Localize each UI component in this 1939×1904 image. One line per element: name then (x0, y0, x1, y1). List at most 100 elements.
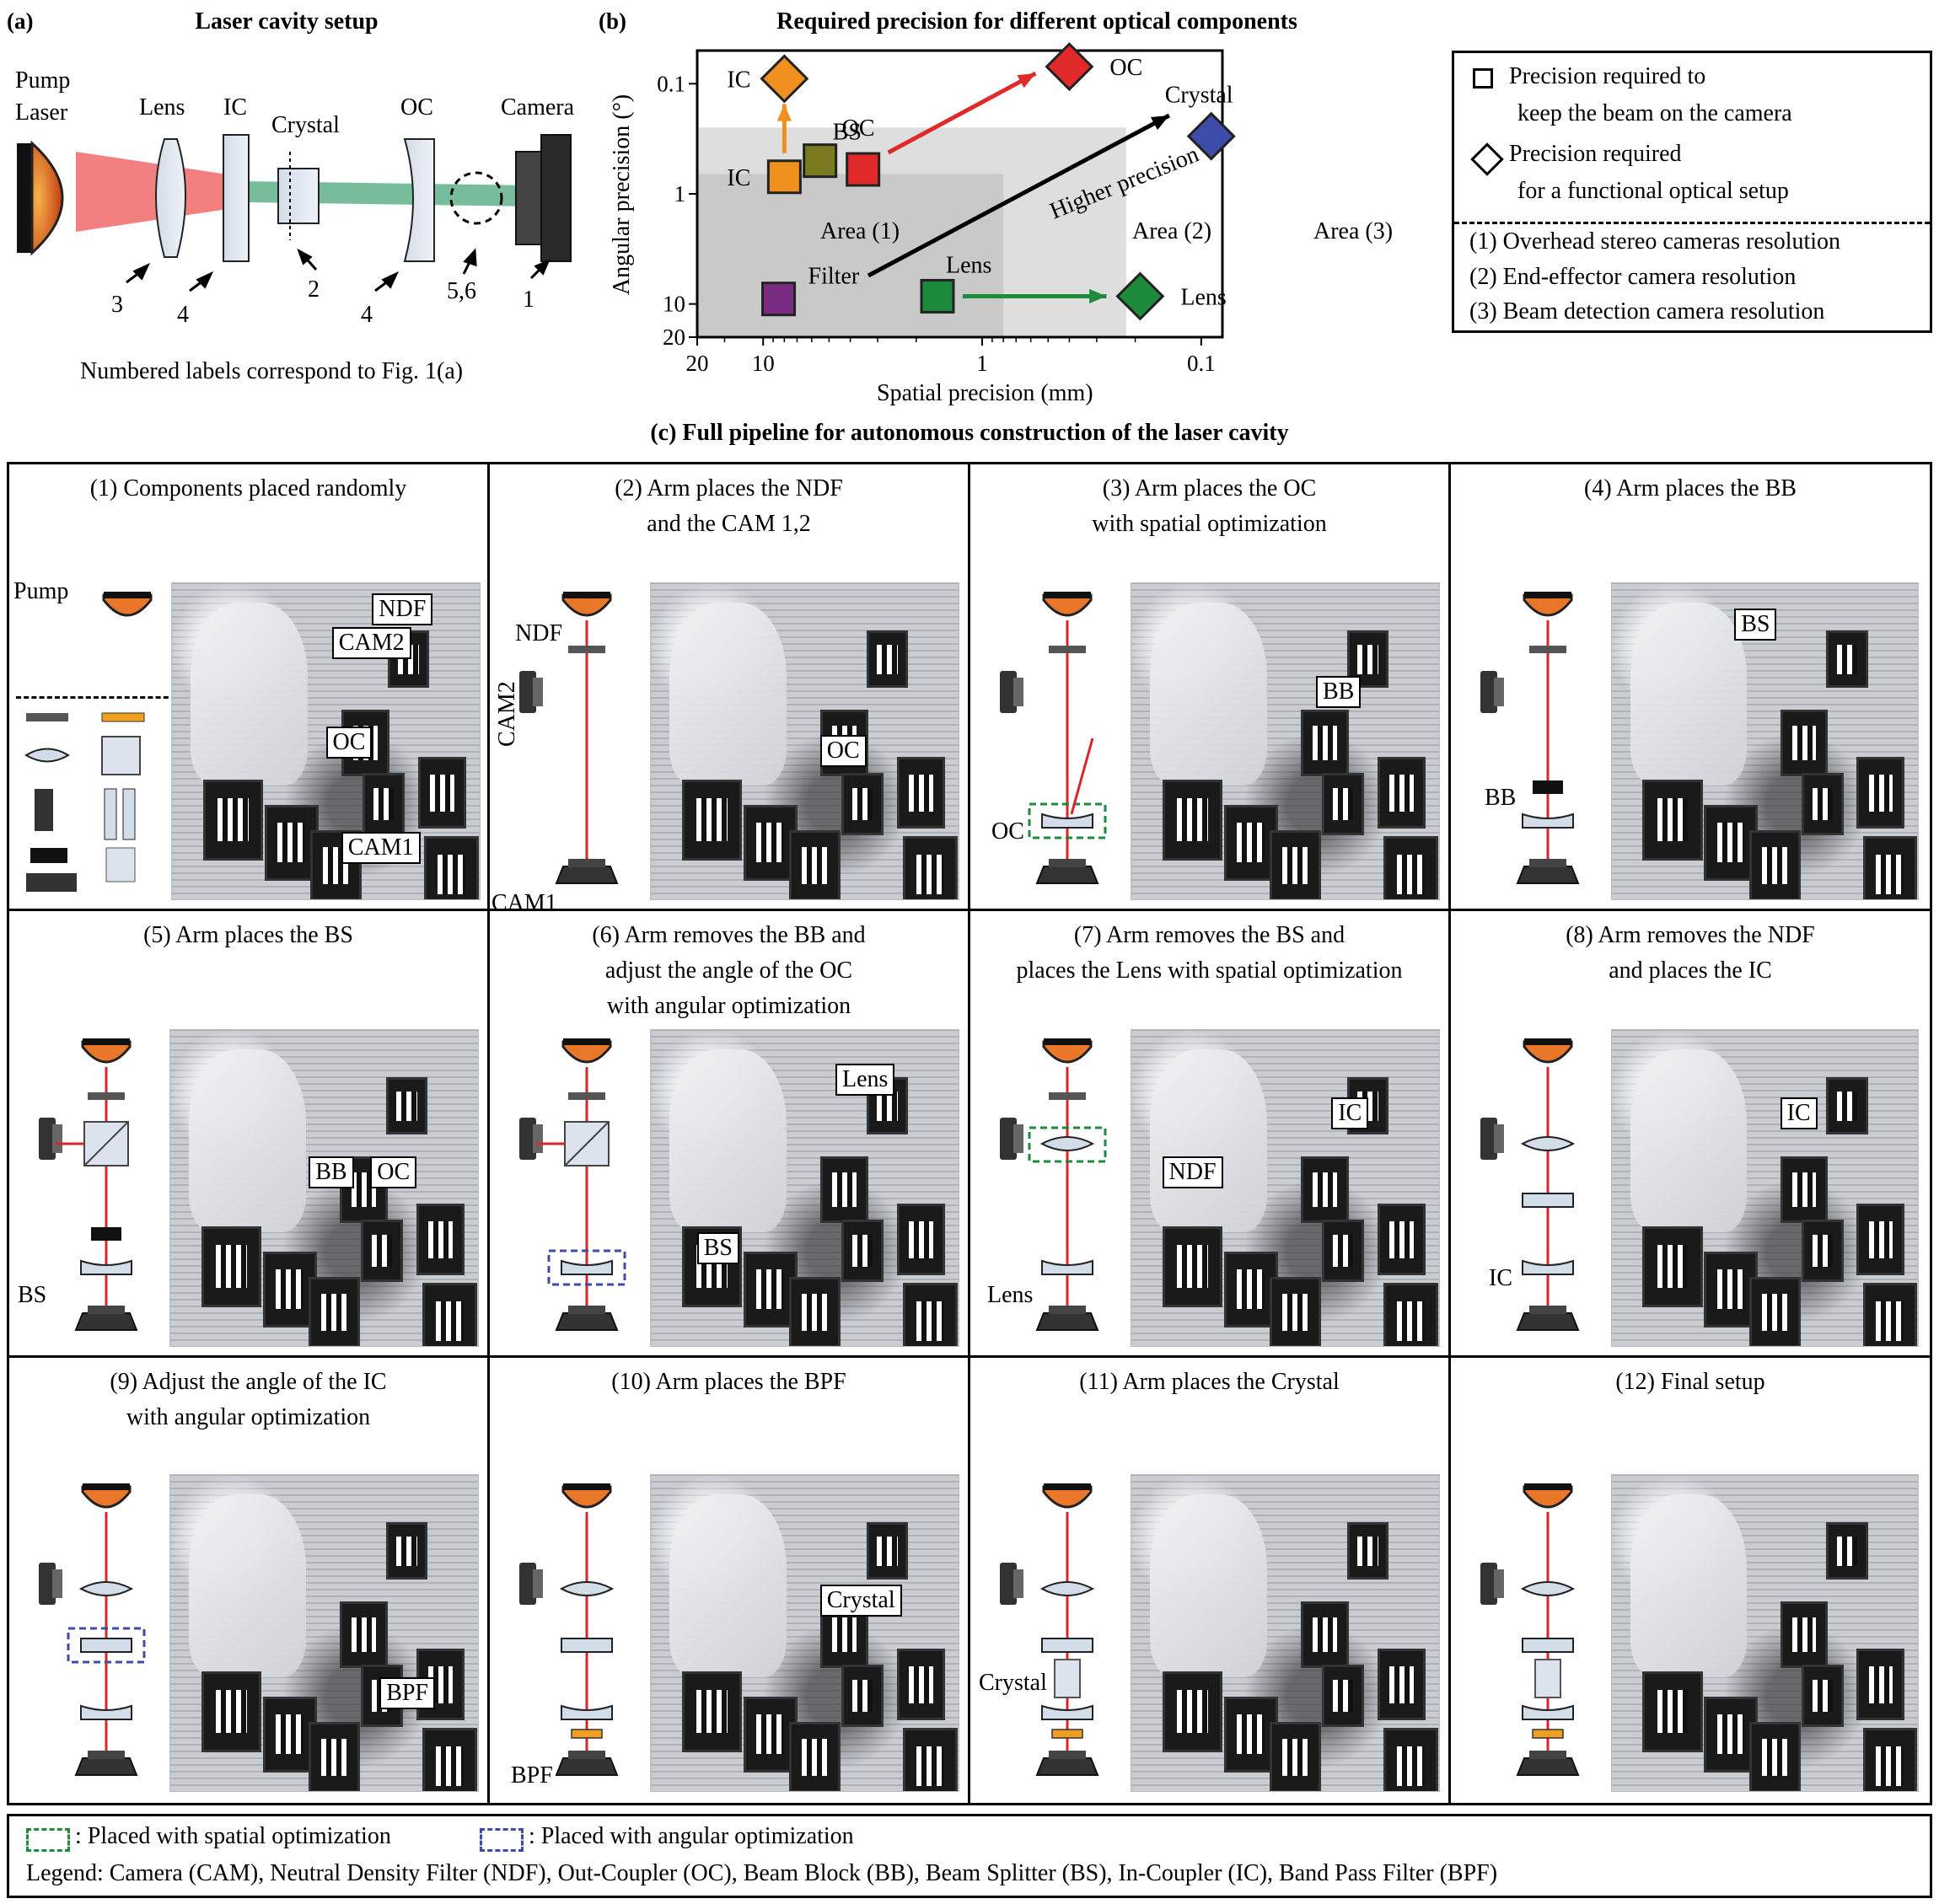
crystal-icon (277, 168, 320, 224)
label-lens: Lens (139, 94, 185, 121)
pump-icon (1523, 1485, 1573, 1509)
aruco-cube (1162, 1671, 1223, 1752)
point-label: Crystal (1165, 83, 1233, 109)
cam2-icon (39, 1563, 56, 1605)
aruco-cube (789, 1721, 841, 1791)
photo-tag: NDF (372, 593, 433, 625)
aruco-cube (1862, 836, 1917, 899)
photo-tag: CAM1 (341, 832, 421, 864)
cam2-icon (1000, 1118, 1017, 1160)
oc-icon (1041, 1259, 1093, 1275)
cam1-icon (1516, 1757, 1580, 1776)
pipeline-step-7: (7) Arm removes the BS and places the Len… (970, 911, 1451, 1358)
robot-arm (669, 1049, 787, 1232)
aruco-cube (866, 1522, 909, 1580)
point-label: OC (842, 115, 875, 142)
ndf-icon (568, 1092, 605, 1100)
aruco-cube (1383, 1283, 1438, 1346)
cam2-icon (1000, 1563, 1017, 1605)
step-diagram (1000, 1483, 1099, 1776)
pipeline-step-1: (1) Components placed randomly Pump NDF CAM… (9, 464, 490, 911)
step-diagram (519, 1038, 626, 1331)
footer-spatial: : Placed with spatial optimization (75, 1823, 391, 1849)
spatial-box-icon (26, 1828, 70, 1852)
pipeline-grid: (1) Components placed randomly Pump NDF CAM… (7, 462, 1932, 1805)
legend-square-2: keep the beam on the camera (1517, 100, 1792, 126)
pipeline-step-10: (10) Arm places the BPF BPF Crystal (490, 1358, 970, 1803)
step-photo (1131, 1474, 1440, 1792)
higher-precision-arrow (867, 113, 1171, 278)
aruco-cube (1642, 779, 1703, 861)
robot-arm (1149, 1494, 1267, 1677)
crystal-icon (1534, 1659, 1561, 1698)
step-title-line: and places the IC (1609, 957, 1772, 984)
oc-icon (561, 1704, 613, 1720)
aruco-cube (1856, 1649, 1905, 1720)
step-title-line: (5) Arm places the BS (143, 922, 353, 948)
aruco-cube (841, 1220, 884, 1282)
diagram-label: BPF (511, 1762, 553, 1789)
robot-arm (188, 1494, 306, 1677)
beam-detection-circle (449, 171, 503, 225)
photo-tag: NDF (1162, 1156, 1223, 1188)
aruco-cube (201, 1671, 262, 1752)
pump-icon (1042, 1485, 1093, 1509)
aruco-cube (897, 1649, 946, 1720)
number-1: 1 (523, 287, 534, 313)
aruco-cube (1642, 1671, 1703, 1752)
y-tick-label: 1 (674, 181, 686, 206)
number-56: 5,6 (447, 278, 476, 304)
footer-angular: : Placed with angular optimization (529, 1823, 854, 1849)
bpf-icon (1051, 1729, 1083, 1739)
pump-icon (1523, 1040, 1573, 1064)
step-diagram (102, 592, 153, 617)
step-title-line: places the Lens with spatial optimizatio… (1016, 957, 1403, 984)
aruco-cube (422, 1728, 477, 1791)
aruco-cube (1802, 1665, 1844, 1727)
higher-precision-arrow-head (1150, 115, 1169, 131)
bpf-icon (571, 1729, 603, 1739)
label-oc: OC (400, 94, 433, 121)
lens-icon (1039, 1136, 1095, 1151)
ic-icon (561, 1638, 613, 1653)
lens-icon (1520, 1581, 1576, 1596)
spatial-opt-box (1028, 802, 1107, 839)
step-title-line: (2) Arm places the NDF (615, 475, 843, 501)
pipeline-step-9: (9) Adjust the angle of the IC with angul… (9, 1358, 490, 1803)
ic-icon (1041, 1638, 1093, 1653)
legend-res-1: (1) Overhead stereo cameras resolution (1469, 228, 1841, 255)
precision-chart: Area (1) Area (2) Area (3) 20 10 1 0.1 0.1 1 10 20… (590, 42, 1393, 409)
point-lens-diamond (1115, 271, 1165, 321)
point-oc-square (846, 152, 881, 187)
cam1-icon (1035, 866, 1099, 884)
aruco-cube (1300, 1156, 1349, 1224)
point-label: IC (727, 67, 750, 93)
step-title-line: (3) Arm places the OC (1102, 475, 1317, 501)
step-diagram (519, 1483, 619, 1776)
aruco-cube (1802, 1220, 1844, 1282)
step-title-line: (11) Arm places the Crystal (1079, 1369, 1340, 1395)
lens-arrow-head (1089, 288, 1107, 304)
legend-square-1: Precision required to (1509, 63, 1706, 89)
oc-icon (403, 138, 435, 262)
step-photo: BB (1131, 582, 1440, 900)
step-title-line: (9) Adjust the angle of the IC (110, 1369, 387, 1395)
photo-tag: Lens (835, 1064, 895, 1096)
pipeline-step-3: (3) Arm places the OC with spatial optimi… (970, 464, 1451, 911)
aruco-cube (422, 1283, 477, 1346)
y-axis-label: Angular precision (°) (609, 94, 635, 296)
aruco-cube (1749, 829, 1801, 899)
photo-tag: IC (1780, 1097, 1818, 1129)
pipeline-step-12: (12) Final setup (1451, 1358, 1930, 1803)
aruco-cube (1780, 710, 1829, 777)
step-photo: Lens BS (650, 1029, 959, 1347)
x-tick-label: 0.1 (1187, 351, 1216, 376)
robot-arm (1149, 602, 1267, 786)
aruco-cube (1270, 1276, 1321, 1346)
cam2-icon (1000, 671, 1017, 713)
aruco-cube (1378, 1204, 1426, 1275)
panel-a-tag: (a) (7, 8, 34, 34)
step-title-line: with angular optimization (126, 1404, 371, 1430)
step-photo: NDF CAM2 OC CAM1 (171, 582, 481, 900)
step-diagram (519, 592, 619, 884)
